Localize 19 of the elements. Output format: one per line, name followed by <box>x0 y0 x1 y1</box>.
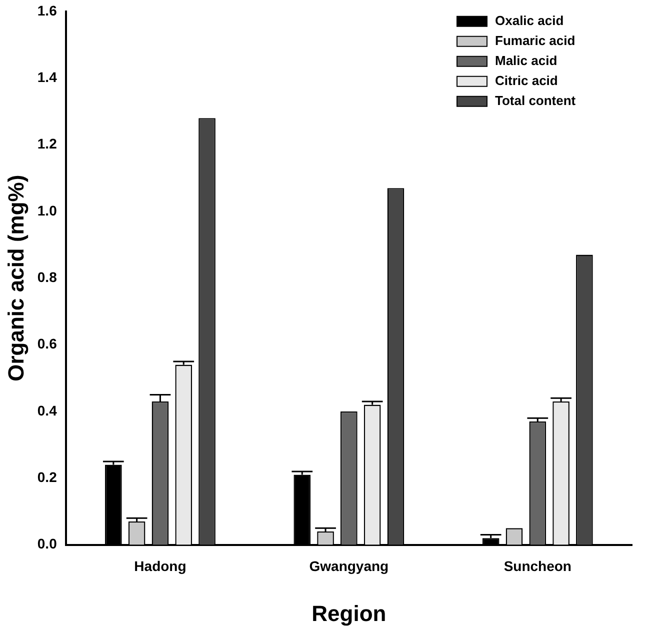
y-tick-label: 1.6 <box>37 2 58 18</box>
y-tick-label: 0.6 <box>37 336 58 352</box>
legend-label: Malic acid <box>495 52 558 68</box>
y-tick-label: 0.0 <box>37 536 58 552</box>
y-axis-title: Organic acid (mg%) <box>3 174 28 382</box>
y-tick-label: 1.4 <box>37 68 58 85</box>
legend-label: Citric acid <box>495 72 558 88</box>
legend-label: Total content <box>495 92 576 108</box>
x-tick-label: Hadong <box>134 558 186 574</box>
y-tick-label: 1.0 <box>37 202 58 218</box>
y-tick-label: 0.8 <box>37 268 58 285</box>
y-tick-label: 1.2 <box>37 136 58 152</box>
y-tick-label: 0.2 <box>37 468 58 485</box>
y-tick-label: 0.4 <box>37 402 58 418</box>
legend-label: Fumaric acid <box>495 32 576 48</box>
x-tick-label: Suncheon <box>504 558 572 574</box>
x-axis-title: Region <box>312 600 386 626</box>
x-tick-label: Gwangyang <box>309 558 389 574</box>
legend-label: Oxalic acid <box>495 12 564 28</box>
